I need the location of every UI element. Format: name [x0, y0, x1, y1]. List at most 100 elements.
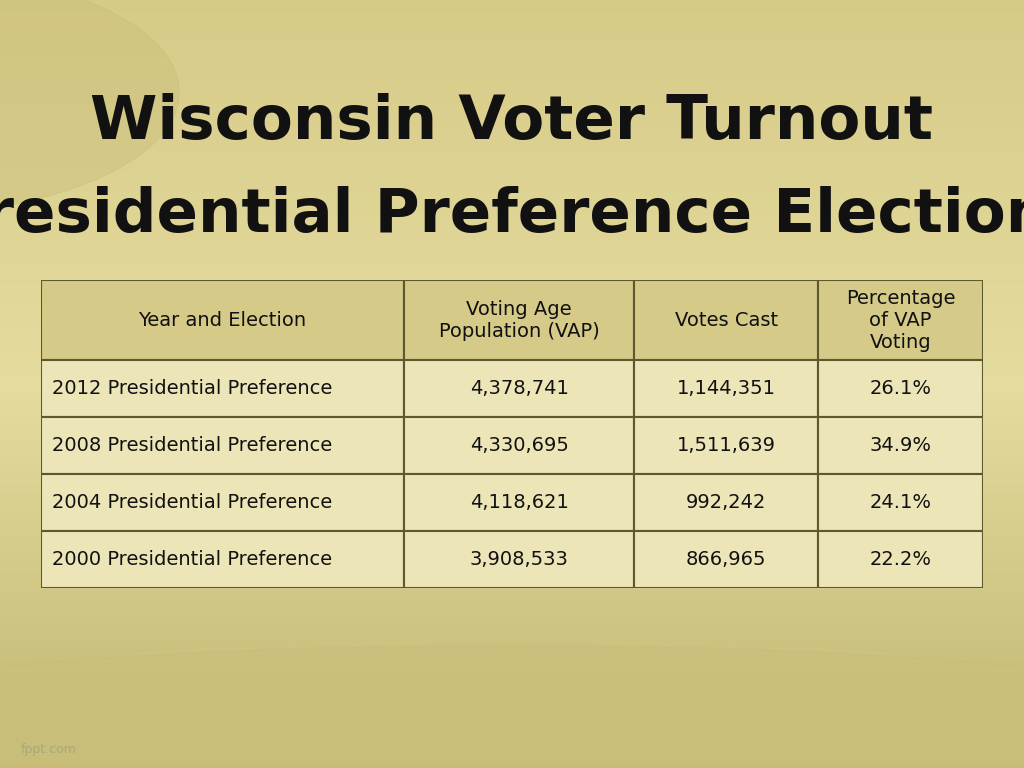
Bar: [0, 142, 1024, 146]
Bar: [0, 376, 1024, 380]
Bar: [0, 334, 1024, 338]
Bar: [0, 564, 1024, 568]
Bar: [403, 417, 635, 474]
Bar: [0, 599, 1024, 603]
Bar: [0, 419, 1024, 422]
Bar: [0, 622, 1024, 626]
Bar: [0, 668, 1024, 672]
Bar: [0, 753, 1024, 756]
Bar: [635, 474, 818, 531]
Text: 26.1%: 26.1%: [869, 379, 932, 398]
Bar: [0, 265, 1024, 269]
Bar: [0, 557, 1024, 561]
Bar: [0, 660, 1024, 664]
Bar: [0, 388, 1024, 392]
Bar: [403, 360, 635, 417]
Bar: [0, 422, 1024, 426]
Bar: [0, 499, 1024, 503]
Bar: [0, 77, 1024, 81]
Bar: [0, 507, 1024, 511]
Bar: [0, 19, 1024, 23]
Bar: [0, 664, 1024, 668]
Bar: [0, 411, 1024, 415]
Bar: [0, 399, 1024, 403]
Bar: [635, 360, 818, 417]
Bar: [0, 453, 1024, 457]
Bar: [0, 330, 1024, 334]
Bar: [0, 269, 1024, 273]
Bar: [0, 584, 1024, 588]
Bar: [0, 707, 1024, 710]
Ellipse shape: [0, 645, 1024, 768]
Bar: [41, 474, 403, 531]
Bar: [0, 230, 1024, 234]
Bar: [0, 703, 1024, 707]
Bar: [0, 710, 1024, 714]
Bar: [0, 88, 1024, 92]
Bar: [0, 207, 1024, 211]
Bar: [0, 530, 1024, 534]
Bar: [0, 280, 1024, 284]
Bar: [0, 58, 1024, 61]
Bar: [0, 449, 1024, 453]
Bar: [0, 108, 1024, 111]
Bar: [0, 246, 1024, 250]
Bar: [0, 73, 1024, 77]
Bar: [0, 714, 1024, 718]
Bar: [0, 184, 1024, 188]
Bar: [0, 253, 1024, 257]
Bar: [0, 468, 1024, 472]
Bar: [0, 457, 1024, 461]
Bar: [0, 576, 1024, 580]
Bar: [0, 169, 1024, 173]
Bar: [0, 511, 1024, 515]
Bar: [0, 484, 1024, 488]
Bar: [0, 31, 1024, 35]
Bar: [0, 603, 1024, 607]
Bar: [0, 522, 1024, 526]
Bar: [0, 726, 1024, 730]
Text: 866,965: 866,965: [686, 550, 767, 568]
Bar: [0, 396, 1024, 399]
Bar: [0, 561, 1024, 564]
Bar: [0, 27, 1024, 31]
Bar: [0, 495, 1024, 499]
Bar: [818, 360, 983, 417]
Bar: [0, 607, 1024, 611]
Bar: [0, 35, 1024, 38]
Bar: [0, 737, 1024, 741]
Bar: [0, 384, 1024, 388]
Bar: [0, 553, 1024, 557]
Bar: [0, 296, 1024, 300]
Bar: [41, 280, 403, 360]
Bar: [0, 415, 1024, 419]
Bar: [41, 360, 403, 417]
Bar: [403, 531, 635, 588]
Text: Voting Age
Population (VAP): Voting Age Population (VAP): [438, 300, 599, 341]
Bar: [0, 188, 1024, 192]
Bar: [0, 319, 1024, 323]
Bar: [0, 119, 1024, 123]
Bar: [403, 280, 635, 360]
Bar: [0, 645, 1024, 649]
Bar: [0, 223, 1024, 227]
Bar: [0, 611, 1024, 614]
Text: 4,378,741: 4,378,741: [470, 379, 568, 398]
Text: 992,242: 992,242: [686, 493, 767, 511]
Bar: [0, 200, 1024, 204]
Text: fppt.com: fppt.com: [20, 743, 77, 756]
Text: 2000 Presidential Preference: 2000 Presidential Preference: [52, 550, 333, 568]
Bar: [0, 718, 1024, 722]
Bar: [0, 518, 1024, 522]
Bar: [0, 730, 1024, 733]
Bar: [0, 215, 1024, 219]
Bar: [818, 417, 983, 474]
Bar: [0, 311, 1024, 315]
Bar: [0, 657, 1024, 660]
Text: 1,511,639: 1,511,639: [677, 436, 776, 455]
Bar: [0, 50, 1024, 54]
Bar: [0, 65, 1024, 69]
Bar: [403, 474, 635, 531]
Text: 2008 Presidential Preference: 2008 Presidential Preference: [52, 436, 333, 455]
Bar: [0, 157, 1024, 161]
